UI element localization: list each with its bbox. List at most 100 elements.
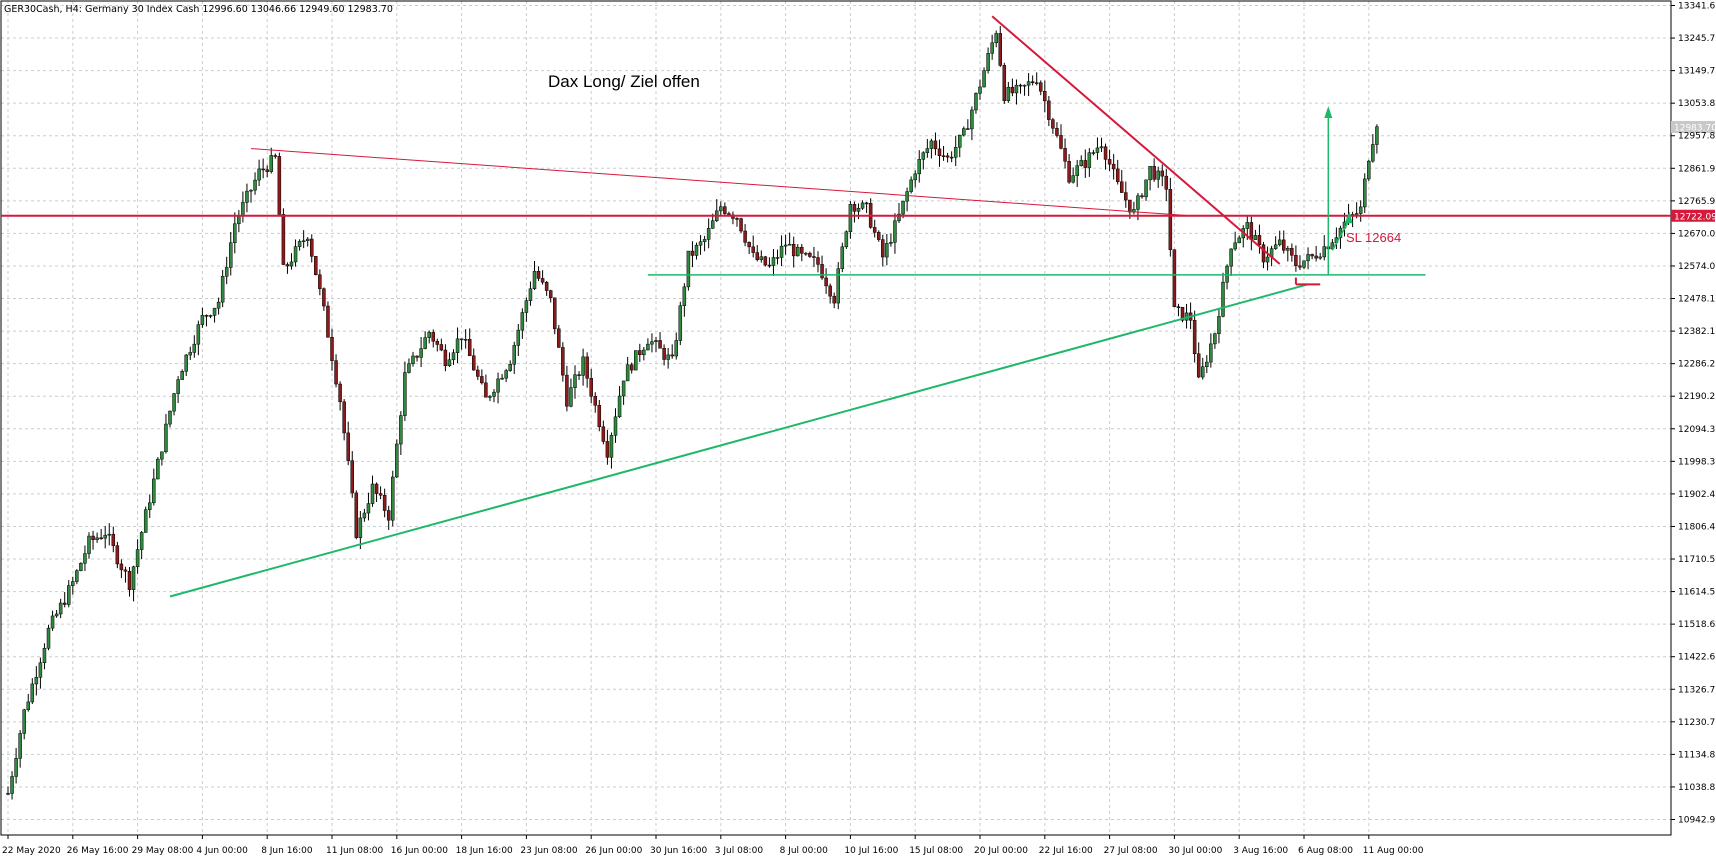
candle	[1253, 229, 1258, 240]
candle	[670, 344, 674, 359]
candle	[476, 365, 480, 380]
candle	[1192, 310, 1197, 363]
candle	[990, 34, 994, 60]
candle	[548, 289, 553, 303]
candle	[779, 235, 784, 267]
header-symbol: GER30Cash	[4, 4, 59, 15]
candle	[366, 492, 371, 521]
candle	[188, 346, 192, 360]
candle	[1168, 177, 1173, 257]
candle	[176, 376, 180, 404]
candle	[123, 566, 128, 583]
candle	[1363, 173, 1367, 214]
candle	[1087, 148, 1092, 177]
candle	[407, 358, 411, 374]
candle	[897, 203, 901, 223]
plot-frame	[0, 0, 1672, 836]
time-tick-label: 30 Jun 16:00	[650, 846, 707, 856]
small-arrow-line	[1331, 221, 1350, 251]
candle	[224, 256, 229, 285]
candle	[447, 352, 452, 367]
price-tick-label: 12094.32	[1678, 425, 1716, 435]
candle	[532, 261, 537, 291]
candle	[909, 176, 913, 194]
candle	[168, 410, 172, 428]
candle	[966, 119, 970, 130]
candle	[751, 235, 755, 258]
candle	[156, 457, 160, 480]
candle	[265, 165, 269, 178]
candle	[1043, 80, 1047, 113]
candle	[1375, 124, 1379, 154]
candle	[212, 307, 217, 323]
candle	[148, 494, 152, 518]
candle	[646, 338, 650, 351]
candle	[1002, 62, 1007, 104]
candle	[119, 559, 124, 578]
price-tick-label: 11038.87	[1678, 783, 1716, 793]
candle	[135, 539, 140, 574]
candle	[1176, 303, 1181, 317]
candle	[419, 337, 423, 368]
candle	[1318, 252, 1322, 260]
candle	[1111, 154, 1116, 180]
candle	[1120, 170, 1124, 193]
candle	[1213, 332, 1217, 349]
candle	[1026, 73, 1031, 97]
candle	[949, 151, 954, 163]
candle	[293, 239, 298, 267]
candle	[678, 301, 683, 346]
candle	[111, 526, 116, 553]
candle	[682, 283, 687, 317]
candle	[852, 201, 857, 223]
candle	[735, 217, 739, 227]
header-description: Germany 30 Index Cash	[85, 4, 199, 15]
header-close: 12983.70	[348, 4, 393, 15]
candle	[192, 335, 197, 358]
candle	[925, 139, 930, 158]
candle	[326, 301, 330, 338]
falling-trendline	[991, 15, 1281, 265]
candle	[763, 255, 768, 267]
candle	[885, 233, 889, 266]
candle	[1164, 169, 1169, 202]
candle	[131, 565, 136, 602]
price-tick-label: 12382.17	[1678, 327, 1716, 337]
candle	[1047, 95, 1051, 127]
candle	[358, 510, 363, 550]
candle	[6, 786, 10, 795]
candle	[654, 336, 658, 353]
candle	[706, 218, 711, 249]
candle	[625, 356, 630, 382]
candle	[565, 365, 569, 412]
candle	[103, 526, 107, 549]
candle	[1367, 159, 1371, 182]
candle	[14, 747, 18, 784]
candle	[832, 292, 836, 309]
candle	[1059, 124, 1063, 150]
candle	[1217, 309, 1221, 344]
candle	[1152, 158, 1156, 182]
candle	[581, 348, 585, 386]
time-tick-label: 8 Jun 16:00	[261, 846, 313, 856]
candle	[1196, 342, 1201, 379]
resistance-trendline	[250, 148, 1191, 217]
candle	[1103, 143, 1108, 170]
candle	[1273, 236, 1278, 250]
candle	[605, 429, 610, 465]
candle	[245, 183, 249, 213]
candle	[650, 333, 654, 353]
candle	[828, 283, 832, 304]
price-tick-label: 10942.92	[1678, 816, 1716, 826]
candle	[127, 566, 132, 597]
candle	[1265, 246, 1270, 271]
candle	[310, 234, 314, 263]
candle	[642, 347, 646, 361]
time-tick-label: 16 Jun 00:00	[391, 846, 448, 856]
candle	[1095, 137, 1100, 160]
candle	[609, 432, 614, 469]
candle	[1115, 159, 1120, 185]
candle	[812, 246, 816, 268]
